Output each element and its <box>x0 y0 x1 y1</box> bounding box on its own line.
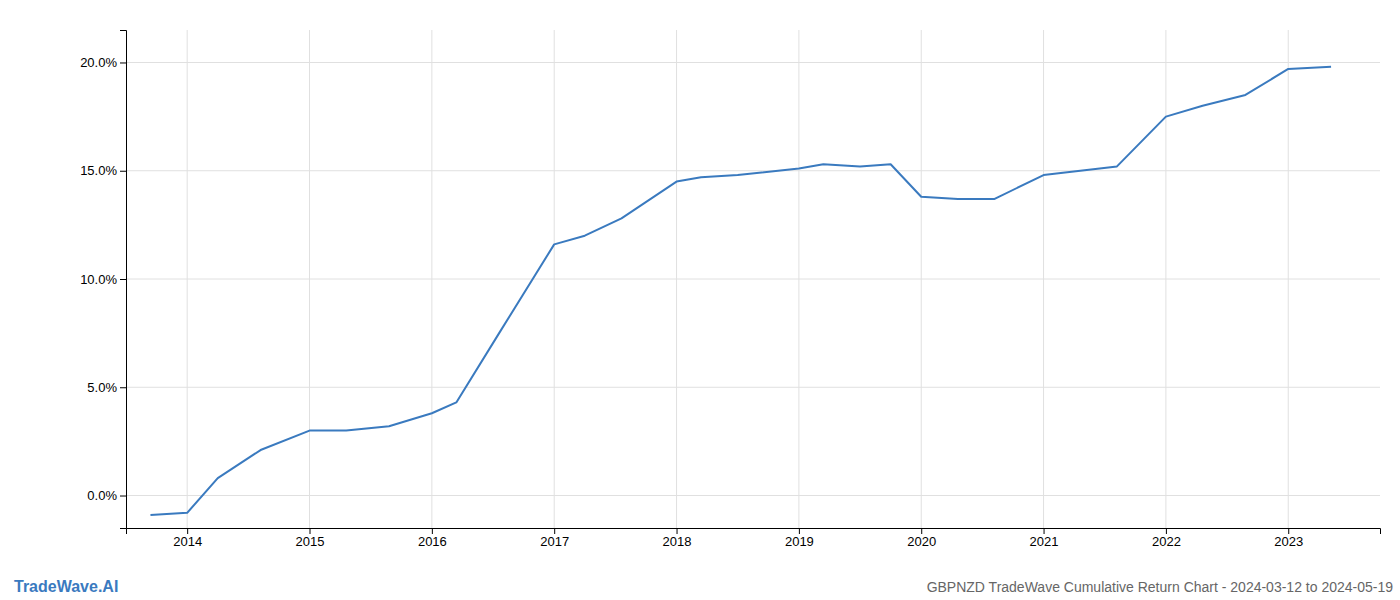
y-tick-mark <box>120 171 126 172</box>
x-tick-label: 2023 <box>1274 534 1303 549</box>
x-tick-label: 2015 <box>296 534 325 549</box>
y-tick-mark <box>120 279 126 280</box>
y-tick-mark <box>120 387 126 388</box>
y-axis-line <box>120 31 127 529</box>
x-tick-mark <box>432 528 433 534</box>
x-tick: 2018 <box>663 528 692 549</box>
x-tick-label: 2022 <box>1152 534 1181 549</box>
x-tick-label: 2018 <box>663 534 692 549</box>
x-tick: 2019 <box>785 528 814 549</box>
x-tick: 2014 <box>173 528 202 549</box>
x-tick: 2021 <box>1030 528 1059 549</box>
line <box>150 67 1331 515</box>
x-tick-label: 2020 <box>907 534 936 549</box>
x-tick-mark <box>310 528 311 534</box>
y-tick-label: 0.0% <box>87 488 117 503</box>
x-tick-mark <box>677 528 678 534</box>
x-tick: 2022 <box>1152 528 1181 549</box>
grid-line <box>126 170 1380 171</box>
y-tick: 15.0% <box>80 163 126 178</box>
grid-line <box>126 62 1380 63</box>
x-tick-mark <box>921 528 922 534</box>
x-tick: 2015 <box>296 528 325 549</box>
chart: 2014 2015 2016 2017 2018 2019 2020 2021 2022 2023… <box>0 0 1400 600</box>
y-tick: 0.0% <box>87 488 126 503</box>
plot-area <box>150 67 1331 515</box>
x-tick-label: 2017 <box>540 534 569 549</box>
title: GBPNZD TradeWave Cumulative Return Chart… <box>927 579 1394 595</box>
x-tick-mark <box>554 528 555 534</box>
grid-line <box>126 279 1380 280</box>
y-tick-label: 15.0% <box>80 163 117 178</box>
y-axis: 0.0% 5.0% 10.0% 15.0% 20.0% <box>80 31 126 529</box>
y-tick: 20.0% <box>80 55 126 70</box>
y-tick: 5.0% <box>87 380 126 395</box>
x-tick-label: 2019 <box>785 534 814 549</box>
x-axis: 2014 2015 2016 2017 2018 2019 2020 2021 2022 2023 <box>127 528 1381 549</box>
y-tick-label: 10.0% <box>80 272 117 287</box>
y-tick: 10.0% <box>80 272 126 287</box>
y-tick-label: 20.0% <box>80 55 117 70</box>
x-tick-mark <box>187 528 188 534</box>
x-tick-label: 2016 <box>418 534 447 549</box>
watermark: TradeWave.AI <box>14 578 118 595</box>
grid-line <box>126 387 1380 388</box>
x-tick-label: 2021 <box>1030 534 1059 549</box>
x-tick: 2023 <box>1274 528 1303 549</box>
x-axis-line <box>127 529 1381 535</box>
x-tick: 2020 <box>907 528 936 549</box>
x-tick-mark <box>799 528 800 534</box>
x-tick-mark <box>1044 528 1045 534</box>
x-tick-mark <box>1166 528 1167 534</box>
y-tick-mark <box>120 496 126 497</box>
y-tick-label: 5.0% <box>87 380 117 395</box>
grid <box>126 30 1380 528</box>
texts: TradeWave.AI GBPNZD TradeWave Cumulative … <box>14 578 1393 595</box>
x-tick-label: 2014 <box>173 534 202 549</box>
x-tick: 2016 <box>418 528 447 549</box>
x-tick-mark <box>1288 528 1289 534</box>
x-tick: 2017 <box>540 528 569 549</box>
y-tick-mark <box>120 62 126 63</box>
grid-line <box>126 495 1380 496</box>
